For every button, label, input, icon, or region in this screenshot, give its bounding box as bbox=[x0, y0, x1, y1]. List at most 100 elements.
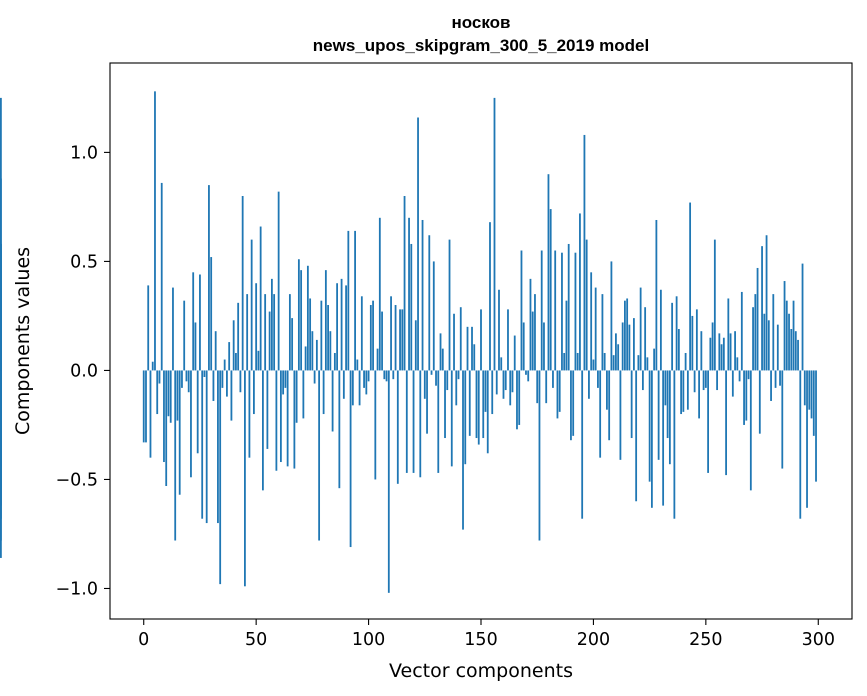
bar-78 bbox=[318, 370, 321, 541]
bar-152 bbox=[484, 370, 487, 412]
bar-271 bbox=[752, 307, 754, 371]
bar-292 bbox=[799, 370, 802, 519]
bar-27 bbox=[203, 370, 206, 377]
bar-137 bbox=[450, 370, 453, 467]
bar-211 bbox=[617, 344, 620, 371]
bar-155 bbox=[491, 370, 494, 415]
bar-12 bbox=[169, 370, 172, 423]
bar-102 bbox=[372, 300, 374, 371]
bar-279 bbox=[770, 370, 772, 401]
bar-121 bbox=[414, 320, 417, 371]
y-tick-label: 1.0 bbox=[70, 143, 98, 163]
bar-192 bbox=[574, 252, 577, 371]
bar-69 bbox=[297, 259, 300, 371]
x-tick-label: 50 bbox=[245, 630, 267, 650]
bar-44 bbox=[241, 196, 244, 371]
bar-136 bbox=[448, 239, 451, 371]
bar-252 bbox=[709, 337, 712, 371]
bar-40 bbox=[232, 320, 235, 371]
bar-1 bbox=[145, 370, 147, 443]
bar-72 bbox=[304, 346, 307, 371]
bar-193 bbox=[576, 352, 579, 371]
bar-178 bbox=[543, 322, 545, 371]
bar-237 bbox=[675, 296, 678, 371]
bar-176 bbox=[538, 370, 541, 541]
bar-297 bbox=[810, 370, 813, 419]
bar-298 bbox=[812, 370, 815, 436]
bar-undefined bbox=[0, 370, 2, 489]
bar-151 bbox=[482, 370, 485, 439]
bar-140 bbox=[457, 370, 460, 380]
bar-275 bbox=[761, 246, 763, 371]
bar-45 bbox=[244, 370, 246, 587]
bar-92 bbox=[349, 370, 352, 548]
bar-36 bbox=[223, 359, 226, 371]
bar-90 bbox=[345, 285, 347, 371]
bar-235 bbox=[671, 302, 674, 371]
bar-120 bbox=[412, 370, 415, 473]
bar-14 bbox=[174, 370, 177, 541]
bar-48 bbox=[250, 239, 253, 371]
bar-208 bbox=[610, 261, 613, 371]
bar-84 bbox=[331, 370, 334, 432]
bar-162 bbox=[507, 309, 509, 371]
bar-280 bbox=[772, 294, 775, 371]
bar-undefined bbox=[0, 178, 2, 371]
bar-254 bbox=[713, 239, 716, 371]
bar-31 bbox=[212, 370, 215, 401]
bar-51 bbox=[257, 350, 260, 371]
bar-104 bbox=[376, 348, 379, 371]
bar-5 bbox=[154, 91, 156, 371]
bar-68 bbox=[295, 370, 298, 423]
bar-273 bbox=[756, 267, 759, 371]
bar-135 bbox=[446, 370, 449, 391]
bar-130 bbox=[435, 370, 437, 386]
bar-198 bbox=[588, 370, 590, 399]
bar-290 bbox=[794, 331, 797, 371]
bar-146 bbox=[471, 326, 473, 371]
bar-24 bbox=[196, 370, 199, 454]
bar-117 bbox=[405, 370, 408, 473]
bar-118 bbox=[408, 217, 410, 371]
bar-288 bbox=[790, 329, 793, 371]
bar-18 bbox=[183, 300, 186, 371]
bar-39 bbox=[230, 370, 233, 421]
bar-263 bbox=[734, 331, 736, 371]
bar-142 bbox=[462, 370, 464, 530]
bar-144 bbox=[466, 326, 469, 371]
bar-197 bbox=[585, 239, 588, 371]
bar-218 bbox=[633, 318, 635, 371]
bar-284 bbox=[781, 370, 784, 469]
bar-180 bbox=[547, 174, 550, 371]
bar-244 bbox=[691, 315, 694, 371]
bar-214 bbox=[624, 300, 626, 371]
bar-143 bbox=[464, 370, 467, 465]
bar-10 bbox=[165, 370, 168, 486]
bar-129 bbox=[432, 261, 435, 371]
bar-173 bbox=[531, 311, 534, 371]
bar-20 bbox=[187, 370, 190, 393]
bar-204 bbox=[601, 294, 604, 371]
bar-207 bbox=[608, 370, 611, 441]
bar-160 bbox=[502, 370, 505, 399]
bar-67 bbox=[293, 370, 296, 469]
bar-191 bbox=[572, 370, 575, 436]
bar-157 bbox=[495, 370, 498, 395]
bar-177 bbox=[540, 250, 543, 371]
bar-101 bbox=[369, 305, 372, 371]
bar-147 bbox=[473, 344, 476, 371]
bar-87 bbox=[338, 370, 341, 489]
bar-97 bbox=[360, 296, 363, 371]
bar-205 bbox=[603, 352, 606, 371]
x-tick-label: 250 bbox=[689, 630, 722, 650]
bar-169 bbox=[522, 322, 525, 371]
bar-206 bbox=[606, 370, 608, 410]
bar-175 bbox=[536, 370, 539, 404]
bar-246 bbox=[695, 309, 698, 371]
y-tick-label: 0.5 bbox=[70, 252, 98, 272]
bar-299 bbox=[815, 370, 817, 482]
bar-167 bbox=[518, 370, 521, 425]
bar-259 bbox=[725, 370, 727, 476]
bar-181 bbox=[549, 209, 552, 371]
bar-294 bbox=[803, 370, 806, 406]
